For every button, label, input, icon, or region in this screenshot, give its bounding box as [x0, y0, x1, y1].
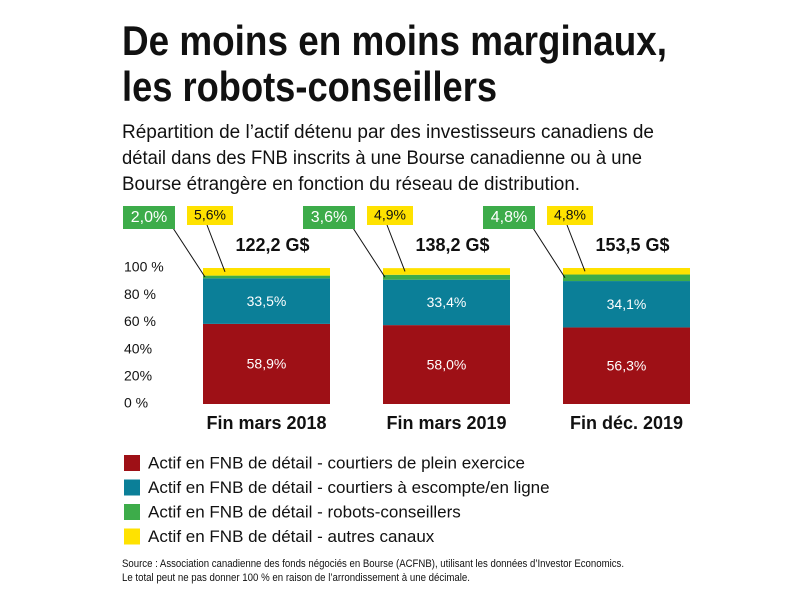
bar-segment — [203, 323, 330, 404]
y-tick-label: 80 % — [124, 286, 156, 302]
chart-title: les robots-conseillers — [122, 63, 497, 110]
total-label: 138,2 G$ — [415, 235, 489, 255]
y-tick-label: 0 % — [124, 395, 148, 411]
chart-title: De moins en moins marginaux, — [122, 17, 667, 64]
subtitle: détail dans des FNB inscrits à une Bours… — [122, 148, 642, 169]
x-tick-label: Fin mars 2018 — [206, 413, 326, 433]
leader-line — [352, 227, 386, 278]
legend-label: Actif en FNB de détail - courtiers à esc… — [148, 478, 550, 497]
leader-line — [386, 224, 406, 272]
bar-segment — [203, 278, 330, 324]
bar-segment — [383, 268, 510, 275]
y-tick-label: 20% — [124, 368, 152, 384]
value-label: 2,0% — [131, 209, 167, 226]
source: Le total peut ne pas donner 100 % en rai… — [122, 572, 470, 584]
total-label: 153,5 G$ — [595, 235, 669, 255]
legend-label: Actif en FNB de détail - courtiers de pl… — [148, 453, 525, 472]
value-label: 58,0% — [427, 356, 467, 372]
bar-segment — [563, 281, 690, 328]
value-label: 58,9% — [247, 356, 287, 372]
leader-line — [172, 227, 206, 278]
value-label: 4,9% — [374, 207, 406, 223]
leader-line — [532, 227, 566, 279]
bar-segment — [383, 279, 510, 326]
y-tick-label: 40% — [124, 340, 152, 356]
value-label: 4,8% — [491, 209, 527, 226]
y-tick-label: 60 % — [124, 313, 156, 329]
legend-label: Actif en FNB de détail - robots-conseill… — [148, 502, 461, 521]
callout-box — [303, 206, 355, 229]
bar-segment — [203, 275, 330, 279]
bar-segment — [383, 325, 510, 404]
value-label: 4,8% — [554, 207, 586, 223]
value-label: 56,3% — [607, 357, 647, 373]
bar-segment — [563, 268, 690, 275]
subtitle: Répartition de l’actif détenu par des in… — [122, 122, 654, 143]
callout-box — [483, 206, 535, 229]
callout-box — [547, 206, 593, 225]
legend-swatch — [124, 528, 140, 545]
value-label: 5,6% — [194, 207, 226, 223]
legend-label: Actif en FNB de détail - autres canaux — [148, 527, 435, 546]
legend-swatch — [124, 479, 140, 496]
bar-segment — [383, 274, 510, 280]
value-label: 33,5% — [247, 293, 287, 309]
x-tick-label: Fin déc. 2019 — [570, 413, 683, 433]
bar-segment — [563, 274, 690, 282]
y-tick-label: 100 % — [124, 259, 164, 275]
legend-swatch — [124, 504, 140, 520]
source: Source : Association canadienne des fond… — [122, 558, 624, 570]
callout-box — [367, 206, 413, 225]
callout-box — [123, 206, 175, 229]
bar-segment — [563, 327, 690, 404]
legend-swatch — [124, 455, 140, 471]
leader-line — [206, 224, 226, 272]
x-tick-label: Fin mars 2019 — [386, 413, 506, 433]
leader-line — [566, 224, 586, 272]
subtitle: Bourse étrangère en fonction du réseau d… — [122, 174, 580, 195]
value-label: 34,1% — [607, 296, 647, 312]
value-label: 3,6% — [311, 209, 347, 226]
total-label: 122,2 G$ — [235, 235, 309, 255]
value-label: 33,4% — [427, 294, 467, 310]
callout-box — [187, 206, 233, 225]
bar-segment — [203, 268, 330, 276]
